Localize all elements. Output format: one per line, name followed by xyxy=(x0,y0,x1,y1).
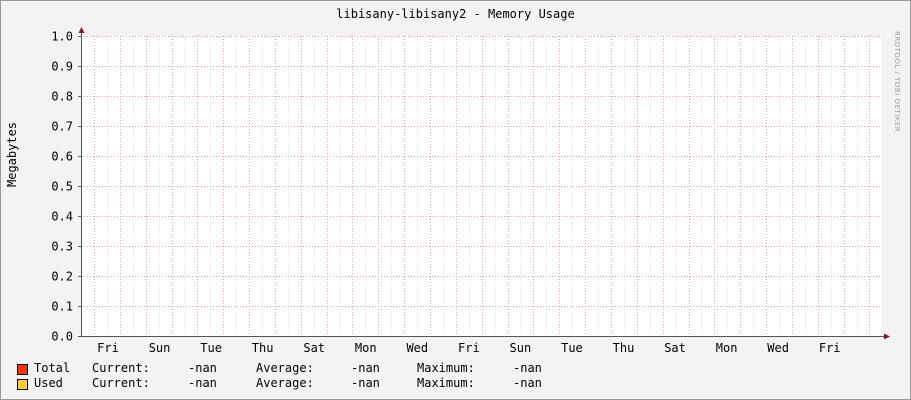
x-tick-label: Tue xyxy=(200,341,222,355)
y-tick-label: 0.9 xyxy=(51,60,73,74)
legend-current-label: Current: xyxy=(92,376,150,390)
y-axis-arrow xyxy=(78,27,85,33)
y-tick-label: 0.8 xyxy=(51,90,73,104)
x-tick-label: Tue xyxy=(561,341,583,355)
x-tick-label: Thu xyxy=(613,341,635,355)
legend-average-label: Average: xyxy=(256,361,314,375)
legend-swatch-total xyxy=(17,364,28,375)
legend-current-value: -nan xyxy=(188,361,217,375)
legend-series-name: Total xyxy=(34,361,71,375)
x-tick-label: Sat xyxy=(664,341,686,355)
y-tick-label: 1.0 xyxy=(51,30,73,44)
legend-average-label: Average: xyxy=(256,376,314,390)
y-tick-label: 0.0 xyxy=(51,330,73,344)
x-tick-label: Sun xyxy=(510,341,532,355)
x-tick-label: Sun xyxy=(149,341,171,355)
y-tick-label: 0.1 xyxy=(51,300,73,314)
y-tick-label: 0.4 xyxy=(51,210,73,224)
x-tick-label: Fri xyxy=(819,341,841,355)
legend-maximum-value: -nan xyxy=(513,361,542,375)
x-tick-label: Thu xyxy=(252,341,274,355)
legend-current-value: -nan xyxy=(188,376,217,390)
legend-series-name: Used xyxy=(34,376,63,390)
y-tick-label: 0.6 xyxy=(51,150,73,164)
x-tick-label: Mon xyxy=(355,341,377,355)
x-tick-label: Fri xyxy=(458,341,480,355)
legend-maximum-value: -nan xyxy=(513,376,542,390)
y-tick-label: 0.7 xyxy=(51,120,73,134)
y-tick-label: 0.5 xyxy=(51,180,73,194)
legend-current-label: Current: xyxy=(92,361,150,375)
y-tick-label: 0.3 xyxy=(51,240,73,254)
x-tick-label: Sat xyxy=(303,341,325,355)
x-tick-label: Wed xyxy=(767,341,789,355)
x-tick-label: Mon xyxy=(716,341,738,355)
legend-maximum-label: Maximum: xyxy=(417,376,475,390)
legend-swatch-used xyxy=(17,379,28,390)
chart-title: libisany-libisany2 - Memory Usage xyxy=(336,7,575,21)
legend-average-value: -nan xyxy=(351,361,380,375)
y-tick-label: 0.2 xyxy=(51,270,73,284)
legend-maximum-label: Maximum: xyxy=(417,361,475,375)
x-tick-label: Wed xyxy=(406,341,428,355)
legend-average-value: -nan xyxy=(351,376,380,390)
watermark: RRDTOOL / TOBI OETIKER xyxy=(893,31,901,133)
x-tick-label: Fri xyxy=(97,341,119,355)
x-axis-arrow xyxy=(884,333,890,340)
